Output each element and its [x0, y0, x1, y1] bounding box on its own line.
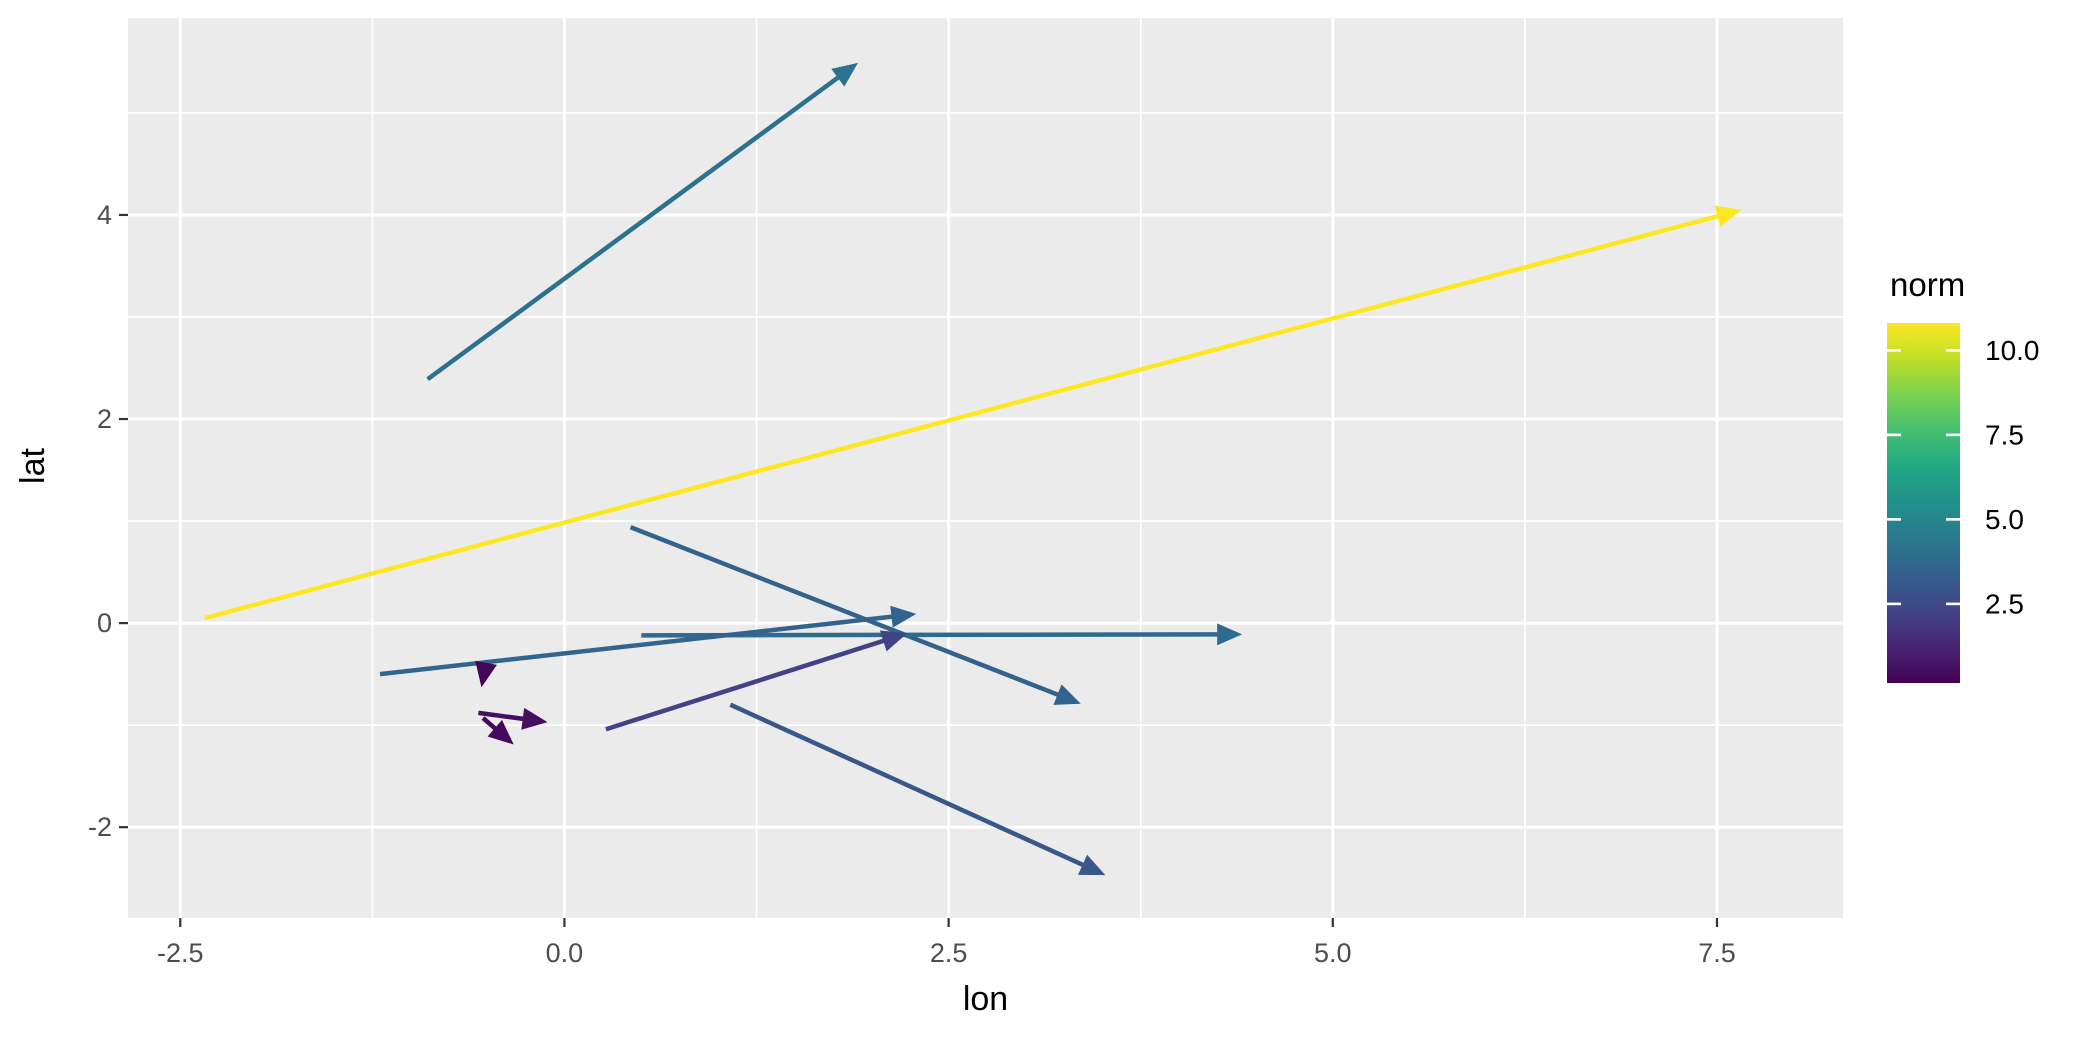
- arrow-head: [1078, 854, 1106, 876]
- arrow-shaft: [729, 702, 1094, 872]
- arrow-shaft: [426, 69, 849, 382]
- arrow-head: [1217, 623, 1243, 646]
- arrow-shaft: [379, 613, 903, 677]
- arrow-segment-6: [729, 702, 1106, 876]
- panel-grid: [128, 18, 1843, 918]
- axis-tick-labels: -2.5 0.0 2.5 5.0 7.5 4 2 0 -2: [88, 200, 1736, 968]
- legend-title: norm: [1890, 266, 1965, 303]
- legend-colorbar: norm 10.0 7.5 5.0 2.5: [1887, 266, 2040, 683]
- y-axis-tick-label: 0: [97, 608, 112, 638]
- arrow-segment-8: [475, 660, 497, 688]
- y-axis-tick-label: 2: [97, 404, 112, 434]
- y-axis-tick-label: 4: [97, 200, 112, 230]
- arrow-segment-2: [204, 205, 1742, 621]
- arrow-segment-5: [379, 605, 917, 677]
- x-axis-title: lon: [963, 980, 1008, 1018]
- arrow-segment-10: [481, 716, 514, 745]
- arrow-head: [487, 719, 514, 745]
- legend-tick-label: 7.5: [1985, 419, 2024, 450]
- arrow-layer: [204, 62, 1742, 876]
- arrow-head: [475, 660, 497, 688]
- x-axis-tick-label: 7.5: [1698, 938, 1736, 968]
- plot-panel: [128, 18, 1843, 918]
- y-axis-tick-label: -2: [88, 812, 112, 842]
- arrow-segment-1: [426, 62, 858, 382]
- arrow-shaft: [605, 635, 895, 732]
- legend-tick-label: 10.0: [1985, 335, 2040, 366]
- legend-tick-label: 5.0: [1985, 504, 2024, 535]
- arrow-head: [890, 605, 917, 628]
- x-axis-tick-label: 0.0: [546, 938, 584, 968]
- arrow-segment-9: [478, 707, 548, 730]
- arrow-head: [1714, 205, 1742, 227]
- arrow-head: [879, 630, 908, 652]
- x-axis-tick-label: -2.5: [157, 938, 204, 968]
- x-axis-tick-label: 5.0: [1314, 938, 1352, 968]
- arrow-head: [831, 62, 858, 87]
- arrow-head: [1053, 684, 1081, 705]
- legend-tick-label: 2.5: [1985, 588, 2024, 619]
- y-axis-title: lat: [14, 447, 52, 483]
- arrow-head: [521, 707, 548, 730]
- arrow-shaft: [204, 211, 1729, 621]
- x-axis-tick-label: 2.5: [930, 938, 968, 968]
- legend-gradient-bar: [1887, 323, 1960, 683]
- arrow-shaft: [629, 525, 1069, 701]
- axis-ticks: [119, 213, 1719, 927]
- arrow-segment-7: [605, 630, 908, 732]
- arrow-segment-3: [629, 525, 1081, 705]
